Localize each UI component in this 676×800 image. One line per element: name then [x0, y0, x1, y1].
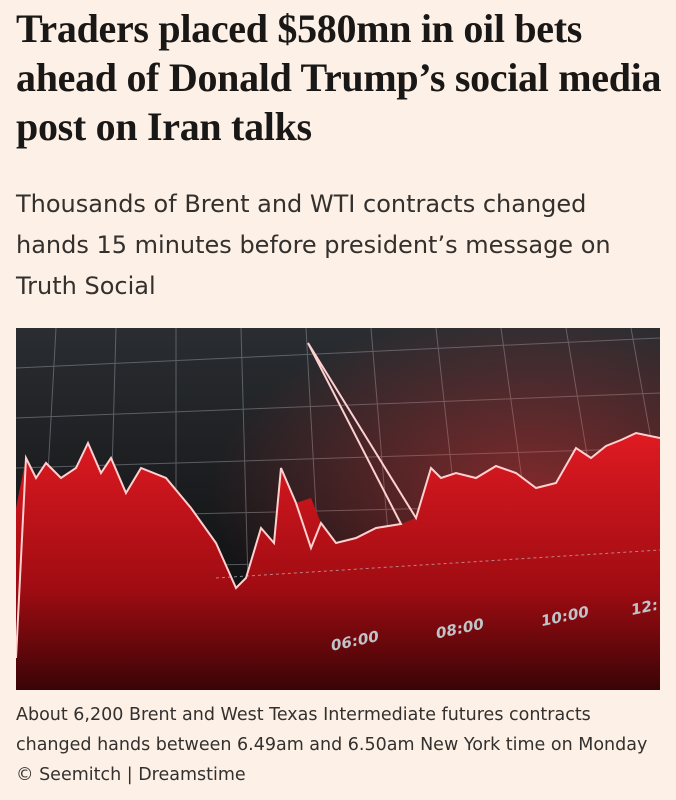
standfirst: Thousands of Brent and WTI contracts cha…: [16, 190, 611, 300]
headline: Traders placed $580mn in oil bets ahead …: [16, 6, 662, 149]
caption: About 6,200 Brent and West Texas Interme…: [16, 705, 648, 785]
time-label: 12:: [631, 596, 658, 620]
article-image: 06:00 08:00 10:00 12:: [16, 328, 660, 690]
